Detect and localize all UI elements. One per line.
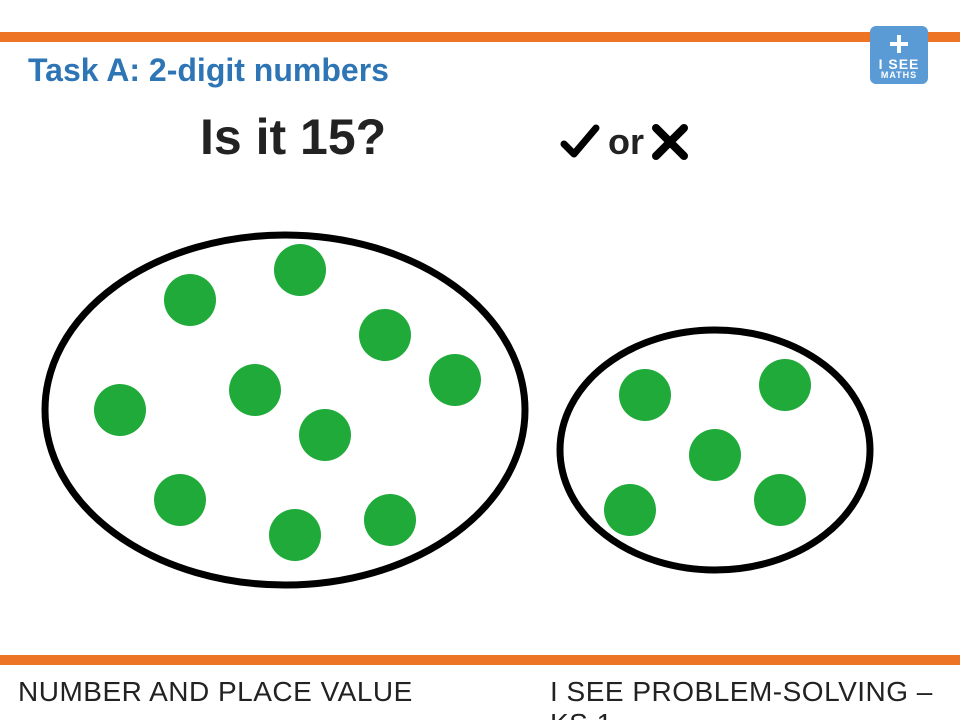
task-title: Task A: 2-digit numbers [28, 52, 389, 89]
counter-dot [229, 364, 281, 416]
counter-dot [299, 409, 351, 461]
counter-dot [429, 354, 481, 406]
question-text: Is it 15? [200, 108, 386, 166]
counter-dot [94, 384, 146, 436]
i-see-maths-logo: I SEE MATHS [870, 26, 928, 84]
counter-dot [274, 244, 326, 296]
counter-dot [364, 494, 416, 546]
logo-line1: I SEE [879, 57, 920, 71]
logo-line2: MATHS [881, 71, 917, 80]
counter-dot [269, 509, 321, 561]
dots-diagram [40, 200, 920, 620]
footer-right-text: I SEE PROBLEM-SOLVING – KS 1 [550, 676, 960, 720]
footer-left-text: NUMBER AND PLACE VALUE [18, 676, 413, 708]
cross-icon [650, 122, 690, 162]
counter-dot [689, 429, 741, 481]
check-or-cross: or [558, 120, 690, 164]
counter-dot [154, 474, 206, 526]
check-icon [558, 120, 602, 164]
counter-dot [164, 274, 216, 326]
footer-accent-bar [0, 655, 960, 665]
counter-dot [359, 309, 411, 361]
counter-dot [604, 484, 656, 536]
counter-dot [759, 359, 811, 411]
counter-dot [754, 474, 806, 526]
counter-dot [619, 369, 671, 421]
top-accent-bar [0, 32, 960, 42]
plus-icon [888, 33, 910, 55]
or-label: or [608, 121, 644, 163]
